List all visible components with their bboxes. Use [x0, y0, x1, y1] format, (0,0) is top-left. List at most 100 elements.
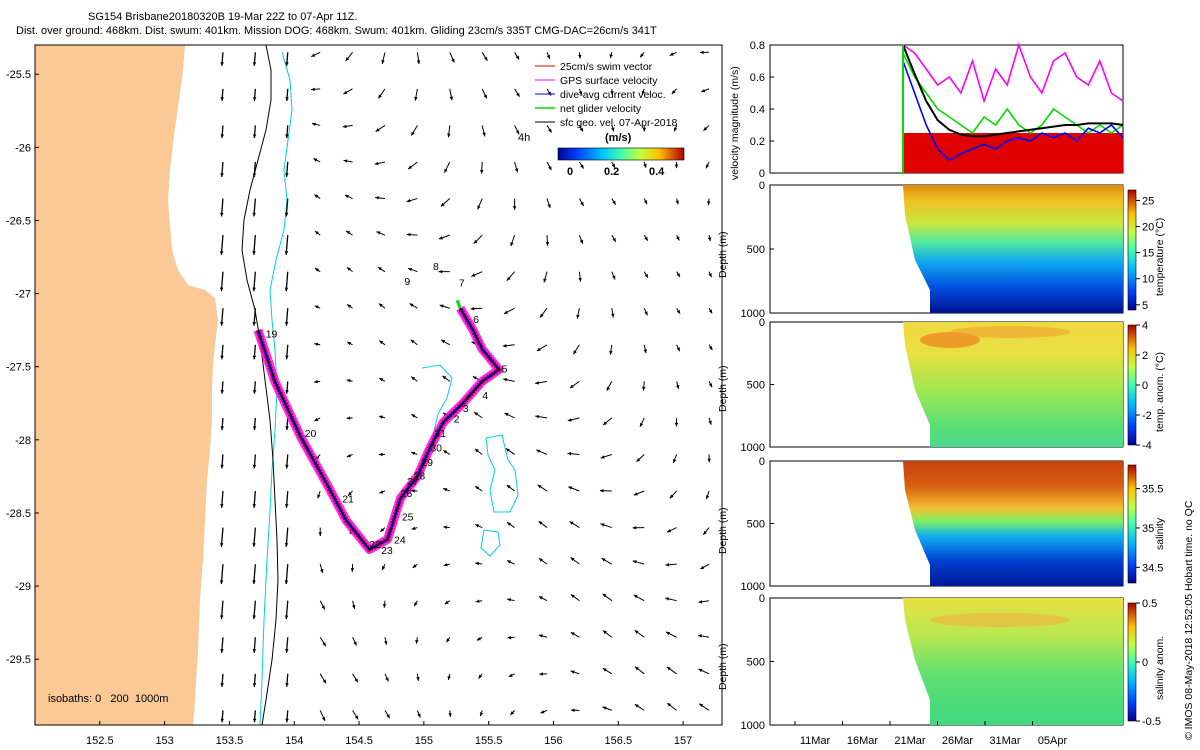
velocity-series-line — [902, 44, 1124, 138]
velocity-arrow — [252, 271, 257, 292]
velocity-arrow — [220, 308, 224, 326]
velocity-arrow — [705, 490, 710, 500]
velocity-arrow — [416, 52, 421, 65]
colorbar-tick-label: 10 — [1142, 274, 1154, 286]
velocity-arrow — [570, 708, 580, 712]
velocity-arrow — [699, 50, 710, 55]
velocity-arrow — [666, 666, 677, 675]
velocity-arrow — [319, 710, 326, 722]
day-label: 28 — [413, 470, 425, 482]
velocity-series-line — [902, 60, 1124, 162]
velocity-arrow — [344, 194, 353, 200]
velocity-arrow — [536, 449, 548, 455]
velocity-arrow — [310, 87, 321, 92]
colorbar-tick-label: 4 — [1142, 320, 1148, 332]
velocity-arrow — [319, 600, 326, 610]
legend-time-label: 4h — [518, 132, 530, 144]
velocity-arrow — [576, 308, 580, 319]
velocity-arrow — [538, 595, 548, 602]
velocity-arrow — [701, 88, 710, 93]
colorbar-tick-label: 35 — [1142, 523, 1154, 535]
velocity-arrow — [540, 709, 548, 714]
map-ytick-label: -29 — [15, 581, 31, 593]
map-xtick-label: 153 — [155, 735, 173, 747]
velocity-arrow — [611, 161, 616, 169]
velocity-arrow — [643, 344, 647, 354]
velocity-arrow — [382, 600, 387, 608]
velocity-arrow — [252, 198, 257, 217]
velocity-arrow — [570, 670, 580, 675]
velocity-arrow — [220, 490, 224, 508]
velocity-arrow — [346, 379, 353, 383]
day-label: 3 — [463, 403, 469, 415]
velocity-arrow — [476, 636, 483, 641]
velocity-arrow — [252, 564, 257, 585]
map-xtick-label: 155 — [415, 735, 433, 747]
velocity-arrow — [285, 710, 289, 723]
velocity-arrow — [578, 234, 584, 244]
colorbar-tick-0: 0 — [567, 166, 573, 178]
map-xtick-label: 153.5 — [216, 735, 244, 747]
velocity-arrow — [503, 307, 515, 315]
velocity-arrow — [602, 667, 613, 675]
velocity-arrow — [343, 88, 353, 95]
velocity-arrow — [442, 375, 451, 382]
velocity-arrow — [346, 453, 353, 458]
isobath-200m — [259, 51, 293, 725]
velocity-arrow — [674, 417, 679, 427]
velocity-arrow — [377, 88, 386, 99]
velocity-arrow — [444, 600, 451, 605]
velocity-arrow — [411, 451, 418, 456]
hm1-colorbar — [1127, 189, 1137, 311]
velocity-arrow — [600, 523, 612, 529]
velocity-arrow — [643, 198, 648, 205]
velocity-arrow — [601, 557, 613, 565]
velocity-arrow — [568, 486, 580, 492]
velocity-arrow — [252, 161, 257, 178]
velocity-arrow — [508, 673, 515, 678]
section-ticks: 0500100051015202505001000420-2-405001000… — [741, 180, 1164, 747]
velocity-arrow — [665, 597, 677, 602]
day-label: 31 — [434, 428, 446, 440]
velocity-arrow — [439, 304, 450, 309]
legend-entry-gps: GPS surface velocity — [560, 75, 658, 87]
velocity-arrow — [252, 527, 257, 547]
isobath-200m-eddy-2 — [485, 434, 519, 513]
velocity-arrow — [506, 484, 515, 492]
hm3-ylabel: Depth (m) — [717, 507, 729, 554]
velocity-arrow — [447, 673, 451, 680]
velocity-arrow — [470, 306, 483, 311]
velocity-arrow — [378, 303, 386, 309]
velocity-arrow — [669, 490, 678, 499]
velocity-arrow — [634, 629, 645, 638]
velocity-arrow — [707, 454, 711, 463]
velocity-arrow — [570, 631, 580, 638]
velocity-arrow — [570, 593, 580, 602]
section-ytick-label: 0 — [759, 593, 765, 605]
day-label: 25 — [402, 511, 414, 523]
velocity-arrow — [346, 341, 353, 346]
velocity-arrow — [708, 344, 713, 351]
velocity-arrow — [284, 308, 289, 326]
colorbar-tick-label: 0 — [1142, 380, 1148, 392]
velocity-arrow — [413, 600, 418, 607]
velocity-arrow — [537, 484, 548, 492]
velocity-arrow — [708, 307, 713, 314]
velocity-arrow — [578, 88, 583, 96]
velocity-arrow — [319, 636, 327, 647]
time-xtick-label: 26Mar — [942, 735, 974, 747]
map-ytick-label: -26.5 — [6, 215, 31, 227]
velocity-arrow — [416, 673, 420, 681]
velocity-arrow — [285, 673, 289, 687]
velocity-arrow — [514, 88, 520, 97]
velocity-arrow — [285, 52, 289, 66]
velocity-arrow — [311, 122, 321, 127]
velocity-arrow — [676, 234, 680, 241]
time-xtick-label: 05Apr — [1038, 735, 1068, 747]
velocity-ytick-label: 0.4 — [750, 104, 765, 116]
velocity-arrow — [474, 485, 483, 492]
velocity-arrow — [443, 449, 451, 455]
map-ytick-label: -25.5 — [6, 69, 31, 81]
salinity-section: Depth (m) salinity — [717, 460, 1166, 587]
day-label: 9 — [404, 276, 410, 288]
